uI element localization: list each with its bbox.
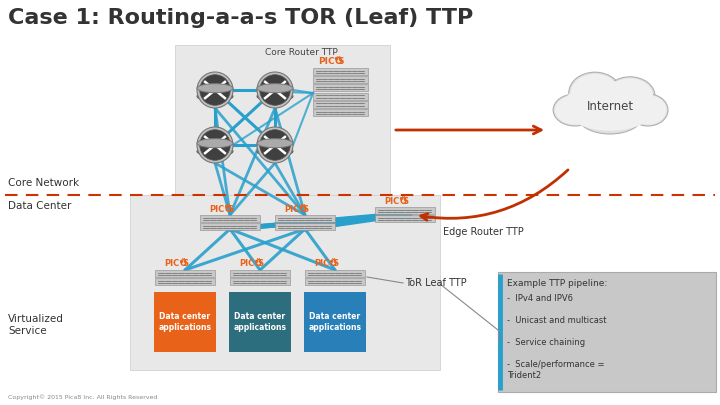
Circle shape [199,130,230,160]
Ellipse shape [569,72,621,114]
Text: -  Scale/performance =
Trident2: - Scale/performance = Trident2 [507,360,605,380]
Bar [312,68,367,75]
Text: Data center
applications: Data center applications [308,311,361,333]
Circle shape [197,127,233,163]
Text: Internet: Internet [586,100,634,113]
Bar [275,223,335,230]
Text: PIC: PIC [239,260,254,269]
Ellipse shape [563,81,657,131]
Bar [230,270,290,277]
Bar [230,278,290,285]
Bar [312,84,367,92]
Text: PIC: PIC [210,205,225,213]
Text: S: S [333,260,338,269]
Ellipse shape [197,139,233,148]
Bar [312,109,367,116]
Bar [375,207,435,214]
FancyBboxPatch shape [175,45,390,210]
Text: Data Center: Data Center [8,201,71,211]
Bar [154,292,216,352]
Ellipse shape [605,77,655,115]
Text: Virtualized
Service: Virtualized Service [8,314,64,336]
Ellipse shape [577,98,642,134]
Text: Ö: Ö [179,260,186,269]
Bar [232,295,288,349]
Bar [305,270,365,277]
Text: Ö: Ö [330,260,336,269]
Text: S: S [302,205,308,213]
Bar [312,93,367,100]
Ellipse shape [197,92,233,101]
Bar [200,215,260,222]
Bar [229,292,291,352]
Text: Ö: Ö [335,58,342,66]
Text: Case 1: Routing-a-a-s TOR (Leaf) TTP: Case 1: Routing-a-a-s TOR (Leaf) TTP [8,8,473,28]
Ellipse shape [553,94,597,126]
Ellipse shape [571,74,619,112]
Text: PIC: PIC [314,260,330,269]
Bar [305,278,365,285]
Text: S: S [228,205,233,213]
Ellipse shape [257,92,293,101]
Ellipse shape [197,84,233,93]
Text: PIC: PIC [164,260,179,269]
Ellipse shape [257,139,293,148]
Text: PIC: PIC [384,196,400,205]
Text: Data center
applications: Data center applications [233,311,287,333]
Text: PIC: PIC [284,205,300,213]
Bar [275,215,335,222]
FancyBboxPatch shape [130,195,440,370]
Circle shape [197,72,233,108]
Bar [307,295,363,349]
Text: Core Network: Core Network [8,178,79,188]
Circle shape [260,130,290,160]
Bar [498,272,716,392]
Text: S: S [402,196,408,205]
Bar [312,101,367,108]
Text: Ö: Ö [400,196,407,205]
Bar [375,215,435,222]
Bar [200,223,260,230]
Ellipse shape [628,94,668,126]
Circle shape [199,75,230,105]
Text: Ö: Ö [300,205,307,213]
Ellipse shape [629,95,667,125]
Text: S: S [258,260,264,269]
Bar [304,292,366,352]
Text: Example TTP pipeline:: Example TTP pipeline: [507,279,607,288]
Text: S: S [183,260,189,269]
Text: -  Service chaining: - Service chaining [507,338,585,347]
Bar [157,295,213,349]
Text: ToR Leaf TTP: ToR Leaf TTP [405,278,467,288]
Circle shape [260,75,290,105]
Ellipse shape [257,146,293,156]
Text: Ö: Ö [254,260,261,269]
Text: S: S [338,58,344,66]
Bar [155,270,215,277]
Text: Core Router TTP: Core Router TTP [265,48,338,57]
Ellipse shape [257,84,293,93]
Text: Ö: Ö [225,205,232,213]
Text: Edge Router TTP: Edge Router TTP [443,227,523,237]
FancyArrowPatch shape [420,170,568,220]
Bar [155,278,215,285]
Circle shape [257,72,293,108]
Ellipse shape [555,95,595,125]
Text: Data center
applications: Data center applications [158,311,212,333]
Circle shape [257,127,293,163]
Text: PIC: PIC [318,58,335,66]
Bar [312,76,367,83]
Ellipse shape [197,146,233,156]
Text: -  IPv4 and IPV6: - IPv4 and IPV6 [507,294,573,303]
Ellipse shape [607,78,653,114]
Text: -  Unicast and multicast: - Unicast and multicast [507,316,606,325]
Text: Copyright© 2015 Pica8 Inc. All Rights Reserved: Copyright© 2015 Pica8 Inc. All Rights Re… [8,394,158,400]
